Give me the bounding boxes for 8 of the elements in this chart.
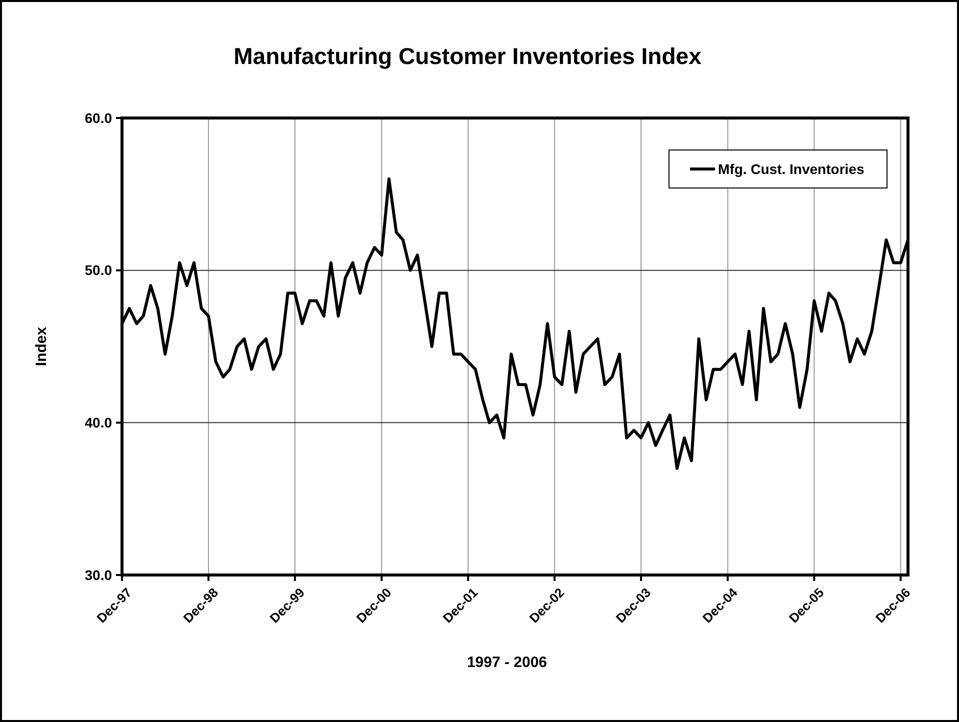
y-tick-label: 60.0 [84, 110, 112, 126]
y-axis-title: Index [33, 326, 50, 366]
y-tick-label: 40.0 [84, 414, 112, 431]
y-tick-label: 30.0 [84, 566, 112, 583]
legend-label: Mfg. Cust. Inventories [718, 160, 864, 177]
y-tick-label: 50.0 [84, 262, 112, 278]
chart-title: Manufacturing Customer Inventories Index [234, 43, 702, 69]
x-axis-title: 1997 - 2006 [466, 654, 548, 671]
